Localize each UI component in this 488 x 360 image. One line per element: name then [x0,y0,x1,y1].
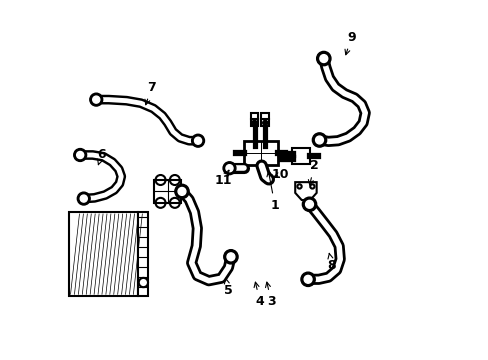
Bar [250,113,258,126]
Text: 6: 6 [97,148,106,165]
Circle shape [305,201,313,208]
Circle shape [223,162,235,175]
Bar [69,212,138,296]
Circle shape [304,275,311,283]
Text: 4: 4 [254,282,264,308]
Bar [291,148,309,163]
Text: 11: 11 [214,170,231,186]
Circle shape [226,253,234,261]
Circle shape [77,152,83,158]
Circle shape [302,197,316,211]
Circle shape [80,195,87,202]
Circle shape [77,192,90,205]
Bar [138,212,148,296]
Circle shape [315,136,323,144]
Circle shape [319,55,327,63]
Text: 3: 3 [265,282,275,308]
Text: 1: 1 [266,171,279,212]
Circle shape [74,149,86,161]
Circle shape [194,137,201,144]
Circle shape [90,93,102,106]
Text: 2: 2 [308,159,318,185]
Circle shape [251,120,257,125]
Polygon shape [295,182,316,200]
Text: 9: 9 [345,31,355,55]
Circle shape [262,120,267,125]
Bar [154,180,181,203]
Bar [243,141,277,165]
Text: 7: 7 [144,81,156,105]
Circle shape [178,188,185,195]
Bar [261,113,268,126]
Text: 5: 5 [224,278,232,297]
Text: 8: 8 [327,253,336,272]
Circle shape [191,134,204,147]
Circle shape [93,96,100,103]
Circle shape [316,51,330,66]
Circle shape [224,249,238,264]
Circle shape [312,133,326,147]
Circle shape [225,165,233,172]
Text: 10: 10 [271,168,288,181]
Circle shape [175,184,189,199]
Circle shape [300,272,315,287]
